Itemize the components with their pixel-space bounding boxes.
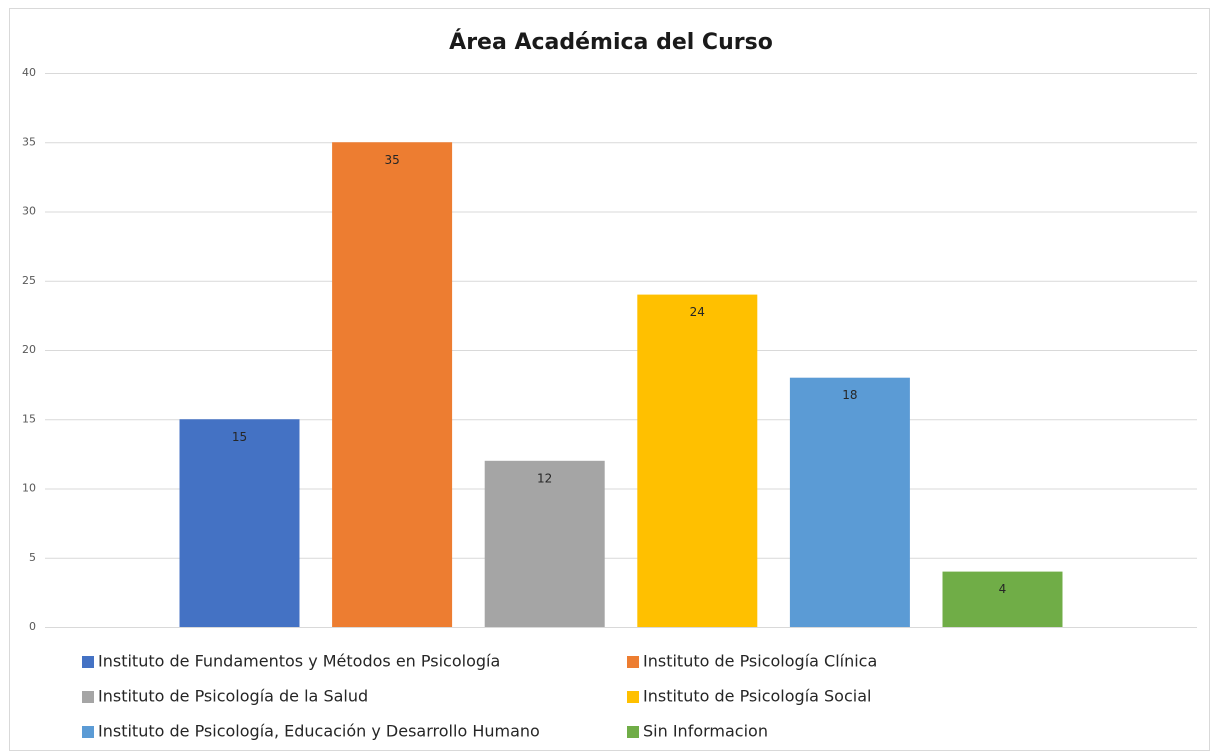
bar: [942, 571, 1063, 627]
legend-swatch: [82, 726, 94, 738]
y-tick-label: 40: [22, 66, 36, 79]
legend-swatch: [82, 656, 94, 668]
legend-label: Instituto de Psicología de la Salud: [98, 687, 368, 706]
legend-swatch: [627, 726, 639, 738]
y-tick-label: 10: [22, 482, 36, 495]
chart-title: Área Académica del Curso: [449, 29, 773, 55]
legend-label: Instituto de Fundamentos y Métodos en Ps…: [98, 652, 500, 671]
y-tick-label: 15: [22, 412, 36, 425]
legend-label: Instituto de Psicología Clínica: [643, 652, 877, 671]
y-tick-label: 5: [29, 551, 36, 564]
bar: [789, 377, 910, 627]
legend-swatch: [627, 691, 639, 703]
data-label: 35: [384, 153, 399, 167]
y-tick-label: 25: [22, 274, 36, 287]
legend-swatch: [82, 691, 94, 703]
legend-swatch: [627, 656, 639, 668]
y-tick-label: 30: [22, 205, 36, 218]
y-tick-label: 0: [29, 620, 36, 633]
bar: [637, 294, 758, 627]
data-label: 15: [232, 430, 247, 444]
legend-label: Instituto de Psicología Social: [643, 687, 871, 706]
bar: [179, 419, 300, 627]
data-label: 12: [537, 471, 552, 485]
legend-label: Sin Informacion: [643, 722, 768, 741]
chart-border: [9, 8, 1210, 751]
legend-label: Instituto de Psicología, Educación y Des…: [98, 722, 540, 741]
data-label: 4: [999, 582, 1007, 596]
y-tick-label: 35: [22, 135, 36, 148]
data-label: 24: [690, 305, 705, 319]
bar: [332, 142, 453, 627]
data-label: 18: [842, 388, 857, 402]
bar: [484, 460, 605, 627]
y-tick-label: 20: [22, 343, 36, 356]
